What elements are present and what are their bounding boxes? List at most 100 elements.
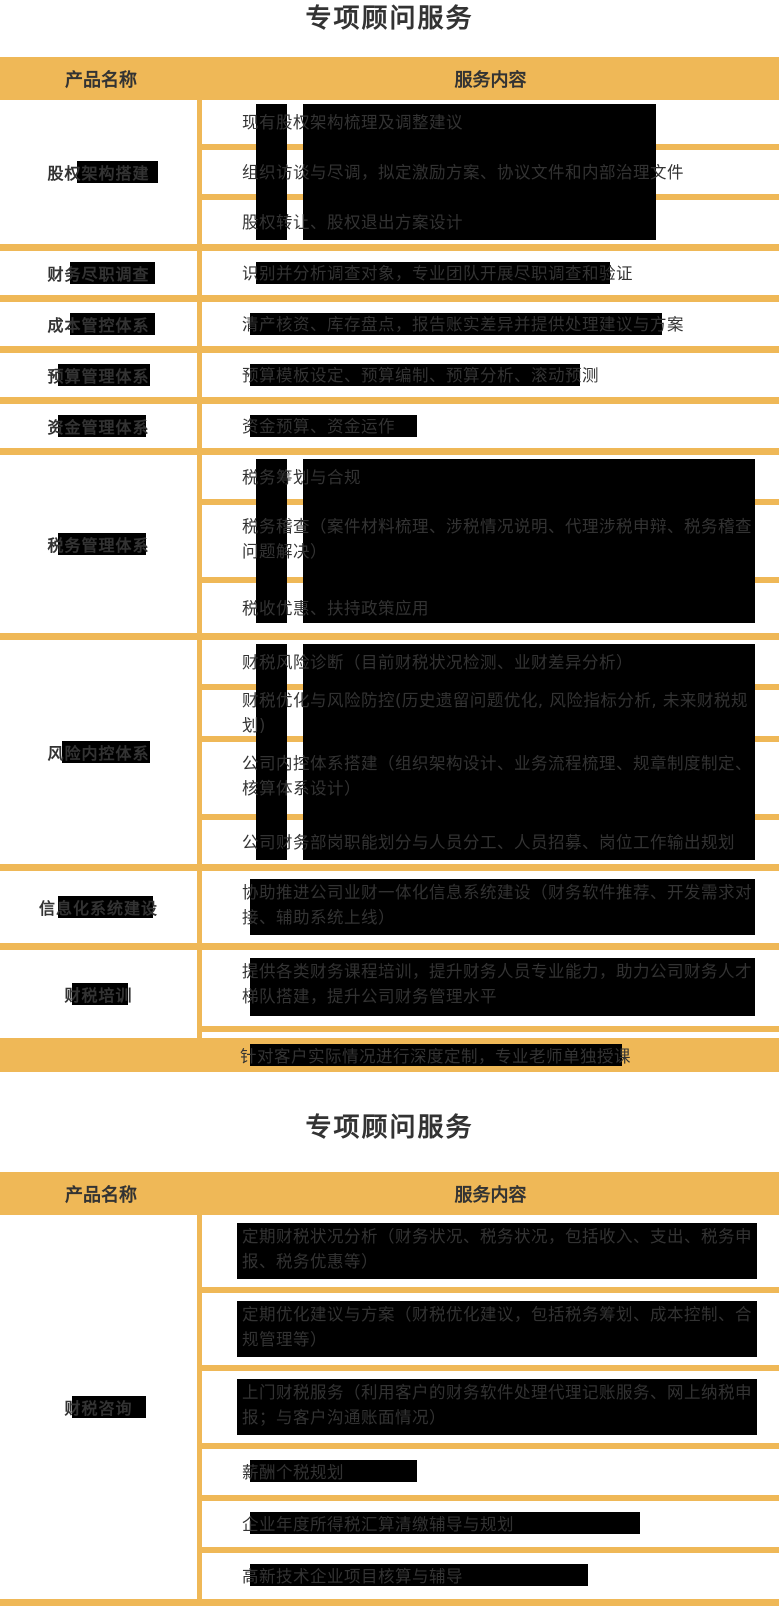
product-group: 股权架构搭建 现有股权架构梳理及调整建议 组织访谈与尽调，拟定激励方案、协议文件和内… — [0, 100, 779, 244]
column-divider — [197, 871, 202, 943]
group-separator — [0, 943, 779, 950]
product-group: 信息化系统建设 协助推进公司业财一体化信息系统建设（财务软件推荐、开发需求对接、辅… — [0, 871, 779, 943]
table-row: 清产核资、库存盘点，报告账实差异并提供处理建议与方案 — [202, 302, 779, 346]
product-label-cell: 税务管理体系 — [0, 455, 197, 633]
service-rows: 协助推进公司业财一体化信息系统建设（财务软件推荐、开发需求对接、辅助系统上线） — [202, 871, 779, 943]
table-title: 专项顾问服务 — [305, 4, 474, 34]
redaction-overlay — [303, 814, 755, 860]
table-row: 上门财税服务（利用客户的财务软件处理代理记账服务、网上纳税申报；与客户沟通账面情… — [202, 1371, 779, 1443]
product-label-cell: 财税咨询 — [0, 1215, 197, 1599]
table-row: 公司财务部岗职能划分与人员分工、人员招募、岗位工作输出规划 — [202, 814, 779, 864]
footer-band-row: 针对客户实际情况进行深度定制，专业老师单独授课 — [0, 1038, 779, 1072]
table-row: 提供各类财务课程培训，提升财务人员专业能力，助力公司财务人才梯队搭建，提升公司财… — [202, 950, 779, 1026]
service-table: 专项顾问服务 产品名称 服务内容 财税咨询 定期财税状况分析（财务状况、税务状况，包括收… — [0, 1114, 779, 1606]
service-rows: 税务筹划与合规 税务稽查（案件材料梳理、涉税情况说明、代理涉税申辩、税务稽查问题解… — [202, 455, 779, 633]
column-divider — [197, 251, 202, 295]
column-divider — [197, 353, 202, 397]
redaction-overlay — [70, 313, 155, 335]
row-gap — [202, 1032, 779, 1038]
table-row: 税收优惠、扶持政策应用 — [202, 577, 779, 633]
table-row: 财税风险诊断（目前财税状况检测、业财差异分析） — [202, 640, 779, 690]
redaction-overlay — [250, 958, 755, 1016]
redaction-overlay — [303, 644, 755, 690]
table-row: 税务筹划与合规 — [202, 455, 779, 505]
group-separator — [0, 448, 779, 455]
product-label-cell: 资金管理体系 — [0, 404, 197, 448]
redaction-overlay — [250, 1044, 622, 1066]
product-label: 成本管控体系 — [47, 316, 150, 335]
table-row: 预算模板设定、预算编制、预算分析、滚动预测 — [202, 353, 779, 397]
redaction-overlay — [250, 415, 417, 437]
service-text: 定期财税状况分析（财务状况、税务状况，包括收入、支出、税务申报、税务优惠等） — [242, 1227, 752, 1271]
row-separator — [202, 1495, 779, 1501]
product-group: 预算管理体系 预算模板设定、预算编制、预算分析、滚动预测 — [0, 353, 779, 397]
service-text: 公司内控体系搭建（组织架构设计、业务流程梳理、规章制度制定、核算体系设计） — [242, 754, 752, 798]
table-bottom-border — [0, 1599, 779, 1606]
service-text: 识别并分析调查对象，专业团队开展尽职调查和验证 — [242, 263, 633, 283]
header-product-col-label: 产品名称 — [65, 1184, 137, 1206]
table-row: 资金预算、资金运作 — [202, 404, 779, 448]
column-divider — [197, 455, 202, 633]
column-divider — [197, 302, 202, 346]
service-text: 公司财务部岗职能划分与人员分工、人员招募、岗位工作输出规划 — [242, 832, 735, 852]
redaction-overlay — [256, 644, 287, 690]
column-divider — [197, 404, 202, 448]
redaction-overlay — [72, 1396, 146, 1418]
column-divider — [197, 1215, 202, 1599]
group-separator — [0, 244, 779, 251]
service-rows: 现有股权架构梳理及调整建议组织访谈与尽调，拟定激励方案、协议文件和内部治理文件股… — [202, 100, 779, 244]
service-rows: 资金预算、资金运作 — [202, 404, 779, 448]
redaction-overlay — [62, 741, 150, 763]
redaction-overlay — [58, 364, 150, 386]
service-text: 组织访谈与尽调，拟定激励方案、协议文件和内部治理文件 — [242, 162, 684, 182]
table-row: 协助推进公司业财一体化信息系统建设（财务软件推荐、开发需求对接、辅助系统上线） — [202, 871, 779, 943]
group-separator — [0, 346, 779, 353]
table-row: 税务稽查（案件材料梳理、涉税情况说明、代理涉税申辩、税务稽查问题解决） — [202, 499, 779, 583]
redaction-overlay — [303, 684, 755, 742]
table-row: 定期优化建议与方案（财税优化建议，包括税务筹划、成本控制、合规管理等） — [202, 1293, 779, 1365]
service-text: 提供各类财务课程培训，提升财务人员专业能力，助力公司财务人才梯队搭建，提升公司财… — [242, 962, 752, 1006]
service-text: 现有股权架构梳理及调整建议 — [242, 112, 463, 132]
group-separator — [0, 864, 779, 871]
product-label: 风险内控体系 — [47, 744, 150, 763]
redaction-overlay — [58, 896, 153, 918]
table-header: 产品名称 服务内容 — [0, 1172, 779, 1215]
redaction-overlay — [58, 533, 146, 555]
product-label: 财税培训 — [64, 986, 133, 1005]
redaction-overlay — [256, 736, 287, 820]
redaction-overlay — [237, 1301, 757, 1357]
service-text: 上门财税服务（利用客户的财务软件处理代理记账服务、网上纳税申报；与客户沟通账面情… — [242, 1383, 752, 1427]
table-row: 股权转让、股权退出方案设计 — [202, 194, 779, 244]
redaction-overlay — [77, 161, 158, 183]
product-label: 税务管理体系 — [47, 536, 150, 555]
redaction-overlay — [256, 499, 287, 583]
row-separator — [202, 1365, 779, 1371]
redaction-overlay — [303, 736, 755, 820]
product-label-cell: 信息化系统建设 — [0, 871, 197, 943]
product-group: 税务管理体系 税务筹划与合规 税务稽查（案件材料梳理、涉税情况说明、代理涉税申辩、税… — [0, 455, 779, 633]
redaction-overlay — [250, 879, 755, 935]
service-text: 股权转让、股权退出方案设计 — [242, 212, 463, 232]
service-rows: 识别并分析调查对象，专业团队开展尽职调查和验证 — [202, 251, 779, 295]
redaction-overlay — [250, 313, 662, 335]
service-rows: 提供各类财务课程培训，提升财务人员专业能力，助力公司财务人才梯队搭建，提升公司财… — [202, 950, 779, 1038]
product-label: 财税咨询 — [64, 1399, 133, 1418]
service-table: 专项顾问服务产品名称 服务内容股权架构搭建 现有股权架构梳理及调整建议 组织访谈与尽调… — [0, 5, 779, 1072]
group-separator — [0, 633, 779, 640]
service-rows: 定期财税状况分析（财务状况、税务状况，包括收入、支出、税务申报、税务优惠等） 定期… — [202, 1215, 779, 1599]
product-group: 资金管理体系 资金预算、资金运作 — [0, 404, 779, 448]
table-row: 公司内控体系搭建（组织架构设计、业务流程梳理、规章制度制定、核算体系设计） — [202, 736, 779, 820]
product-label-cell: 成本管控体系 — [0, 302, 197, 346]
service-text: 清产核资、库存盘点，报告账实差异并提供处理建议与方案 — [242, 314, 684, 334]
redaction-overlay — [237, 1223, 757, 1279]
table-row: 定期财税状况分析（财务状况、税务状况，包括收入、支出、税务申报、税务优惠等） — [202, 1215, 779, 1287]
redaction-overlay — [256, 194, 287, 240]
product-group: 风险内控体系 财税风险诊断（目前财税状况检测、业财差异分析） 财税优化与风险防控(历… — [0, 640, 779, 864]
header-product-col-label: 产品名称 — [65, 69, 137, 91]
group-separator — [0, 295, 779, 302]
product-label-cell: 风险内控体系 — [0, 640, 197, 864]
redaction-overlay — [303, 459, 755, 505]
footer-band-text: 针对客户实际情况进行深度定制，专业老师单独授课 — [240, 1047, 631, 1066]
header-service-col-label: 服务内容 — [454, 69, 527, 91]
product-group: 财税咨询 定期财税状况分析（财务状况、税务状况，包括收入、支出、税务申报、税务优惠… — [0, 1215, 779, 1599]
